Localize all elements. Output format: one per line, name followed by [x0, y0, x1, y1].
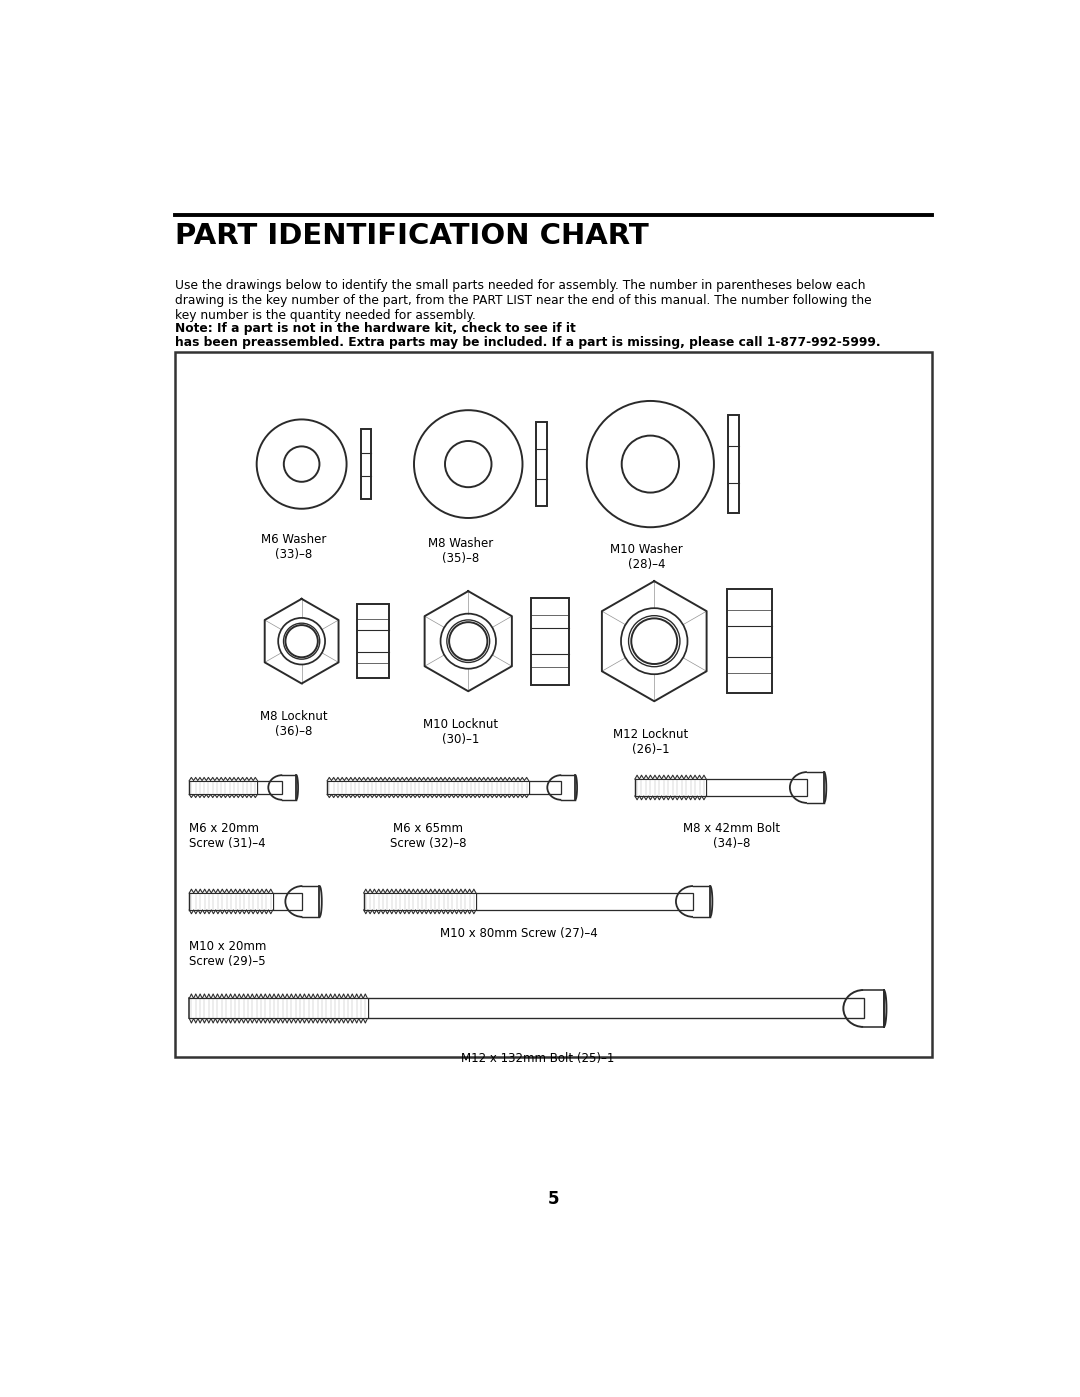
Bar — [257, 781, 282, 795]
Bar — [273, 893, 302, 909]
Bar — [189, 995, 367, 1023]
Text: M6 x 20mm
Screw (31)–4: M6 x 20mm Screw (31)–4 — [189, 823, 266, 851]
Text: 5: 5 — [548, 1190, 559, 1208]
Text: M8 x 42mm Bolt
(34)–8: M8 x 42mm Bolt (34)–8 — [684, 823, 781, 851]
Text: M8 Locknut
(36)–8: M8 Locknut (36)–8 — [260, 711, 327, 739]
Bar — [361, 429, 372, 499]
Bar — [356, 605, 389, 678]
Text: M10 Washer
(28)–4: M10 Washer (28)–4 — [610, 543, 683, 571]
Bar — [635, 775, 706, 799]
Bar — [476, 893, 693, 909]
Text: M10 x 80mm Screw (27)–4: M10 x 80mm Screw (27)–4 — [440, 926, 597, 940]
Bar — [327, 778, 529, 798]
Bar — [537, 422, 548, 506]
Text: Note: If a part is not in the hardware kit, check to see if it: Note: If a part is not in the hardware k… — [175, 321, 576, 335]
Bar — [529, 781, 562, 795]
Bar — [727, 590, 772, 693]
Text: M6 x 65mm
Screw (32)–8: M6 x 65mm Screw (32)–8 — [390, 823, 467, 851]
Text: M8 Washer
(35)–8: M8 Washer (35)–8 — [428, 538, 494, 566]
Bar — [367, 999, 864, 1018]
Text: PART IDENTIFICATION CHART: PART IDENTIFICATION CHART — [175, 222, 649, 250]
Text: M10 Locknut
(30)–1: M10 Locknut (30)–1 — [423, 718, 498, 746]
Bar — [728, 415, 739, 513]
Text: M6 Washer
(33)–8: M6 Washer (33)–8 — [261, 534, 326, 562]
Bar — [189, 890, 273, 914]
Bar — [706, 780, 807, 796]
Bar — [364, 890, 476, 914]
Text: M12 x 132mm Bolt (25)–1: M12 x 132mm Bolt (25)–1 — [461, 1052, 615, 1065]
Bar — [531, 598, 569, 685]
Text: Use the drawings below to identify the small parts needed for assembly. The numb: Use the drawings below to identify the s… — [175, 279, 866, 292]
Text: M10 x 20mm
Screw (29)–5: M10 x 20mm Screw (29)–5 — [189, 940, 267, 968]
Text: has been preassembled. Extra parts may be included. If a part is missing, please: has been preassembled. Extra parts may b… — [175, 337, 881, 349]
Bar — [189, 778, 257, 798]
Text: M12 Locknut
(26)–1: M12 Locknut (26)–1 — [612, 728, 688, 756]
Text: drawing is the key number of the part, from the PART LIST near the end of this m: drawing is the key number of the part, f… — [175, 293, 872, 307]
Text: key number is the quantity needed for assembly.: key number is the quantity needed for as… — [175, 309, 480, 321]
Bar — [175, 352, 932, 1058]
